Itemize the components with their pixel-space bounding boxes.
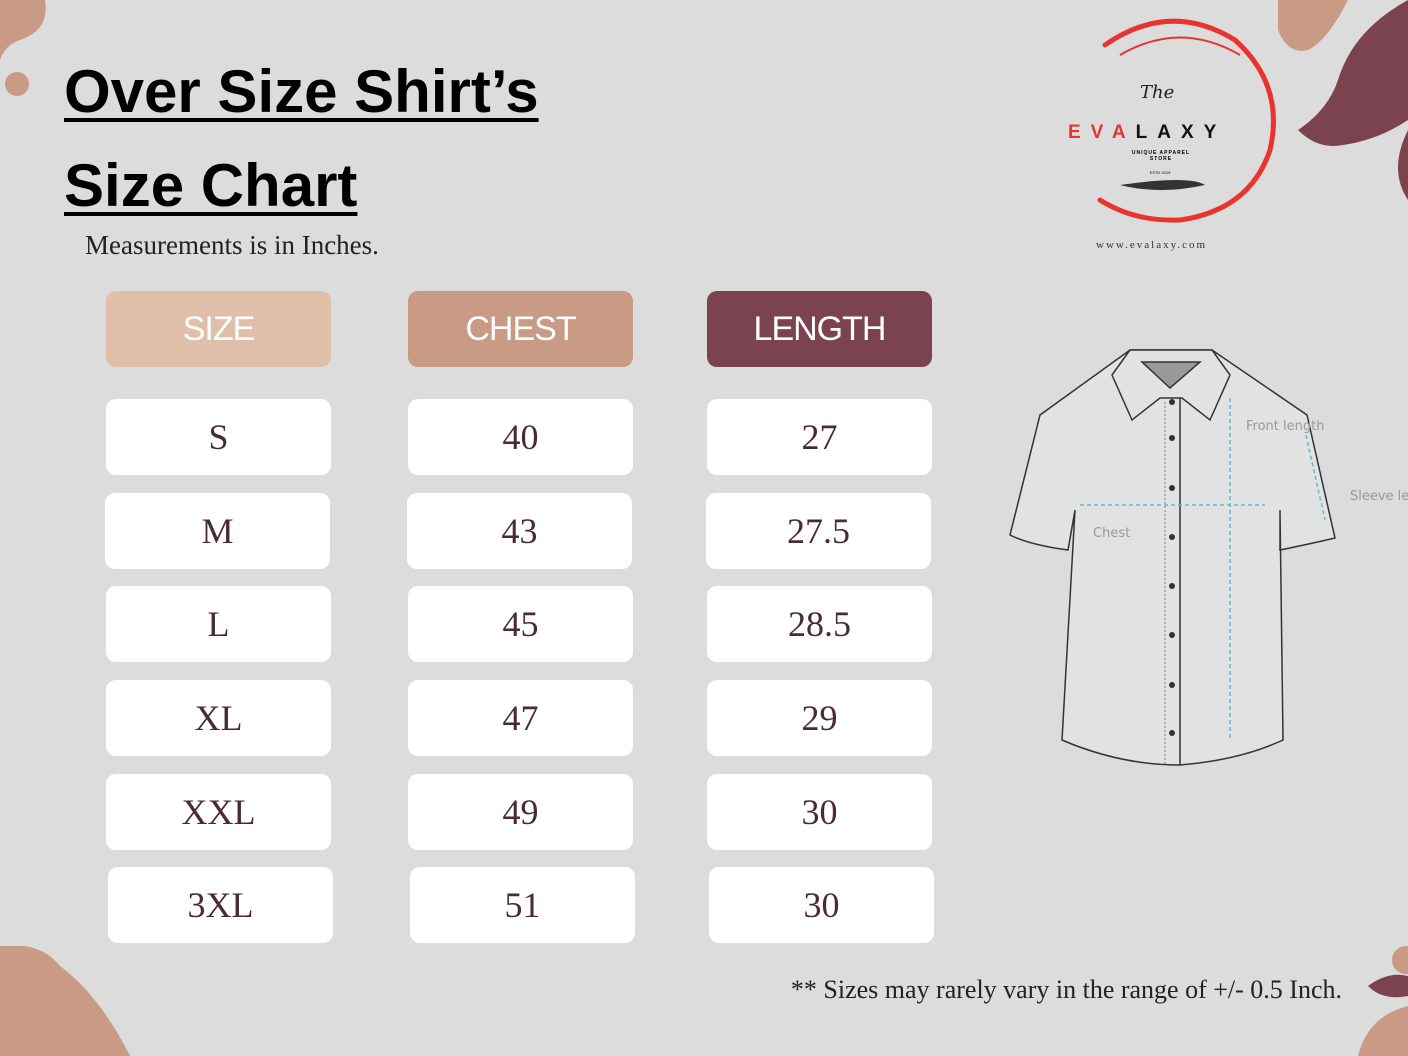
decor-top-left xyxy=(0,0,46,96)
front-length-label: Front length xyxy=(1246,419,1324,434)
logo-ring xyxy=(1097,18,1276,223)
length-cell: 30 xyxy=(707,774,932,850)
length-cell: 28.5 xyxy=(707,586,932,662)
size-cell: S xyxy=(106,399,331,475)
decor-bottom-left xyxy=(0,946,130,1056)
logo-tagline: UNIQUE APPAREL STORE xyxy=(1131,150,1191,162)
length-cell: 30 xyxy=(709,867,934,943)
brand-logo: The EVALAXY UNIQUE APPAREL STORE ESTD 20… xyxy=(1060,10,1290,260)
size-cell: XXL xyxy=(106,774,331,850)
length-cell: 27 xyxy=(707,399,932,475)
chest-label: Chest xyxy=(1093,526,1130,541)
page-title-line2: Size Chart xyxy=(64,152,358,219)
chest-cell: 43 xyxy=(407,493,632,569)
header-size: SIZE xyxy=(106,291,331,367)
chest-cell: 51 xyxy=(410,867,635,943)
chest-cell: 45 xyxy=(408,586,633,662)
decor-bottom-right xyxy=(1358,946,1408,1056)
length-cell: 29 xyxy=(707,680,932,756)
header-length: LENGTH xyxy=(707,291,932,367)
size-variance-note: ** Sizes may rarely vary in the range of… xyxy=(790,975,1342,1004)
header-chest: CHEST xyxy=(408,291,633,367)
decor-top-right xyxy=(1278,0,1408,200)
size-cell: XL xyxy=(106,680,331,756)
size-cell: 3XL xyxy=(108,867,333,943)
size-cell: M xyxy=(105,493,330,569)
units-note: Measurements is in Inches. xyxy=(85,230,379,260)
length-cell: 27.5 xyxy=(706,493,931,569)
chest-cell: 47 xyxy=(408,680,633,756)
sleeve-length-label: Sleeve length xyxy=(1350,489,1408,504)
chest-cell: 49 xyxy=(408,774,633,850)
logo-brand-black: LAXY xyxy=(1135,122,1227,143)
logo-the: The xyxy=(1140,82,1175,103)
shirt-diagram: Chest Front length Sleeve length xyxy=(1000,340,1408,770)
logo-brand-red: EVA xyxy=(1068,122,1136,143)
logo-brand: EVALAXY xyxy=(1068,122,1226,144)
chest-cell: 40 xyxy=(408,399,633,475)
logo-website: www.evalaxy.com xyxy=(1096,239,1208,251)
page-title-line1: Over Size Shirt’s xyxy=(64,58,539,125)
buttons xyxy=(1169,399,1175,736)
logo-estd: ESTD 2019 xyxy=(1149,170,1171,175)
size-cell: L xyxy=(106,586,331,662)
shirt-illustration: Chest Front length Sleeve length xyxy=(1009,349,1408,766)
